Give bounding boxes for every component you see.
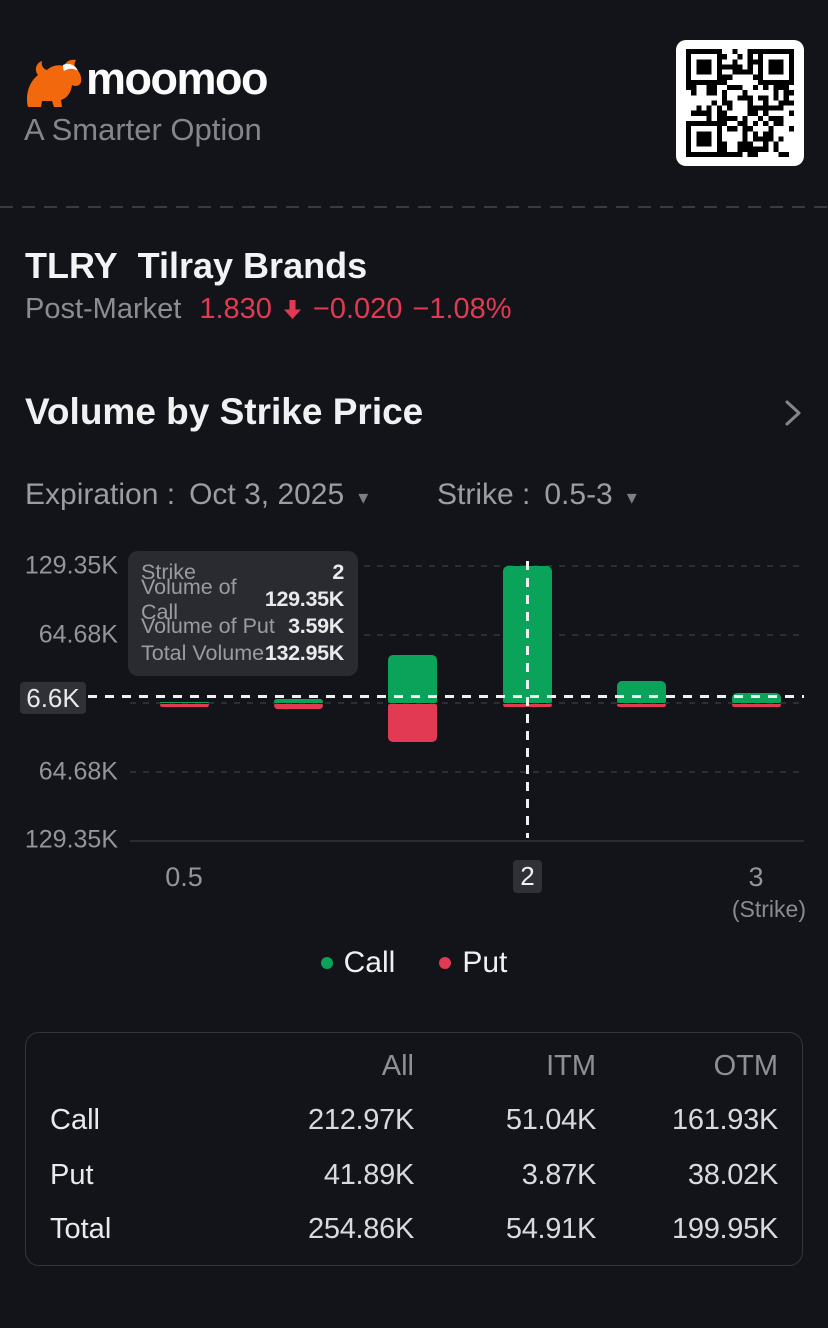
put-legend-dot-icon (439, 957, 452, 969)
call-bar[interactable] (617, 681, 667, 704)
put-bar[interactable] (731, 703, 781, 708)
crosshair-vertical-line (526, 561, 529, 838)
crosshair-horizontal-line (88, 695, 804, 698)
price-change: −0.020 (312, 293, 403, 325)
moomoo-bull-logo-icon (27, 59, 82, 107)
section-title: Volume by Strike Price (25, 391, 424, 432)
tooltip-label: Volume of Put (141, 614, 275, 638)
dashed-divider (0, 206, 828, 208)
expiration-label: Expiration : (25, 478, 176, 511)
row-label-total: Total (50, 1213, 112, 1246)
put-all-value: 41.89K (323, 1158, 414, 1191)
tooltip-value: 2 (332, 560, 344, 584)
crosshair-value-badge: 6.6K (20, 682, 86, 714)
ticker-header: TLRY Tilray Brands (25, 245, 367, 287)
total-itm-value: 54.91K (505, 1213, 596, 1246)
tooltip-value: 3.59K (288, 614, 344, 638)
price-down-arrow-icon (283, 300, 301, 319)
qr-code-pattern (686, 49, 794, 157)
x-axis-line (130, 840, 804, 842)
gridline-zero (130, 702, 804, 704)
post-market-row: Post-Market 1.830 −0.020 −1.08% (25, 293, 512, 326)
x-axis-caption: (Strike) (731, 896, 806, 922)
put-itm-value: 3.87K (521, 1158, 597, 1191)
call-bar[interactable] (273, 698, 323, 704)
strike-value: 0.5-3 (544, 478, 613, 511)
total-otm-value: 199.95K (672, 1213, 778, 1246)
x-tick-label: 0.5 (165, 862, 203, 892)
y-tick-label: 129.35K (24, 551, 118, 580)
put-bar[interactable] (273, 703, 323, 710)
x-tick-highlighted-badge: 2 (513, 860, 542, 893)
strike-dropdown[interactable]: Strike : 0.5-3 ▾ (437, 478, 637, 512)
gridline-pos-129 (130, 565, 804, 567)
tooltip-row: Total Volume 132.95K (141, 640, 344, 667)
row-label-call: Call (50, 1104, 100, 1137)
chart-tooltip: Strike 2 Volume of Call 129.35K Volume o… (128, 551, 358, 676)
tooltip-label: Volume of Call (141, 574, 237, 624)
tooltip-label: Strike (141, 560, 196, 584)
dropdown-caret-icon: ▾ (626, 486, 637, 509)
chart-legend: Call Put (0, 946, 828, 980)
tooltip-row: Volume of Call 129.35K (141, 575, 344, 624)
y-tick-label: 129.35K (24, 825, 118, 854)
expiration-value: Oct 3, 2025 (189, 478, 345, 511)
total-all-value: 254.86K (308, 1213, 414, 1246)
column-header-all: All (381, 1049, 414, 1082)
y-tick-label: 64.68K (38, 620, 118, 649)
call-bar[interactable] (159, 701, 209, 704)
volume-summary-table: All ITM OTM Call 212.97K 51.04K 161.93K … (25, 1032, 803, 1266)
dropdown-caret-icon: ▾ (358, 486, 369, 509)
row-label-put: Put (50, 1158, 94, 1191)
qr-code (676, 40, 804, 166)
call-all-value: 212.97K (308, 1104, 414, 1137)
expiration-dropdown[interactable]: Expiration : Oct 3, 2025 ▾ (25, 478, 368, 512)
put-bar[interactable] (617, 703, 667, 708)
x-tick-label: 3 (748, 862, 764, 892)
y-tick-label: 64.68K (38, 757, 118, 786)
company-name: Tilray Brands (137, 245, 368, 286)
gridline-pos-64 (130, 634, 804, 636)
gridline-neg-64 (130, 771, 804, 773)
call-itm-value: 51.04K (505, 1104, 596, 1137)
price-change-percent: −1.08% (412, 293, 512, 325)
tooltip-value: 129.35K (264, 587, 344, 611)
put-bar[interactable] (388, 703, 438, 742)
put-otm-value: 38.02K (687, 1158, 778, 1191)
call-legend-dot-icon (320, 957, 333, 969)
legend-label: Call (343, 946, 396, 979)
put-bar[interactable] (159, 703, 209, 708)
call-bar[interactable] (731, 692, 781, 704)
tooltip-row: Volume of Put 3.59K (141, 613, 344, 640)
session-label: Post-Market (25, 293, 182, 325)
column-header-otm: OTM (713, 1049, 778, 1082)
tooltip-row: Strike 2 (141, 559, 344, 586)
tooltip-value: 132.95K (264, 641, 344, 665)
chevron-right-icon[interactable] (781, 395, 805, 431)
ticker-symbol: TLRY (25, 245, 118, 286)
legend-label: Put (462, 946, 508, 979)
last-price: 1.830 (199, 293, 272, 325)
strike-label: Strike : (437, 478, 531, 511)
brand-tagline: A Smarter Option (24, 112, 262, 147)
legend-item-call[interactable]: Call (320, 946, 396, 980)
tooltip-label: Total Volume (141, 641, 265, 665)
moomoo-logo-text: moomoo (86, 53, 268, 104)
column-header-itm: ITM (546, 1049, 596, 1082)
legend-item-put[interactable]: Put (439, 946, 507, 980)
call-otm-value: 161.93K (672, 1104, 778, 1137)
